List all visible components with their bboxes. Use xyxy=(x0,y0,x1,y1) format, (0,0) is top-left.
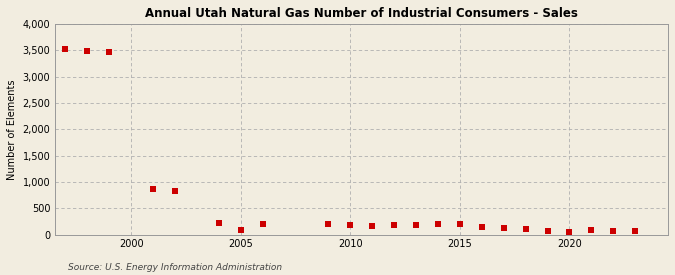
Point xyxy=(345,223,356,227)
Point xyxy=(169,189,180,194)
Point xyxy=(630,229,641,233)
Point xyxy=(454,222,465,226)
Text: Source: U.S. Energy Information Administration: Source: U.S. Energy Information Administ… xyxy=(68,263,281,272)
Point xyxy=(257,222,268,226)
Point xyxy=(520,227,531,232)
Point xyxy=(82,49,92,53)
Title: Annual Utah Natural Gas Number of Industrial Consumers - Sales: Annual Utah Natural Gas Number of Indust… xyxy=(145,7,578,20)
Point xyxy=(367,224,377,228)
Point xyxy=(542,229,553,233)
Point xyxy=(236,228,246,233)
Point xyxy=(433,222,443,226)
Point xyxy=(608,229,619,233)
Point xyxy=(104,50,115,54)
Point xyxy=(213,220,224,225)
Point xyxy=(323,222,334,226)
Y-axis label: Number of Elements: Number of Elements xyxy=(7,79,17,180)
Point xyxy=(410,223,421,227)
Point xyxy=(389,223,400,228)
Point xyxy=(586,228,597,233)
Point xyxy=(148,187,159,191)
Point xyxy=(60,47,71,51)
Point xyxy=(564,230,575,235)
Point xyxy=(477,224,487,229)
Point xyxy=(498,226,509,230)
